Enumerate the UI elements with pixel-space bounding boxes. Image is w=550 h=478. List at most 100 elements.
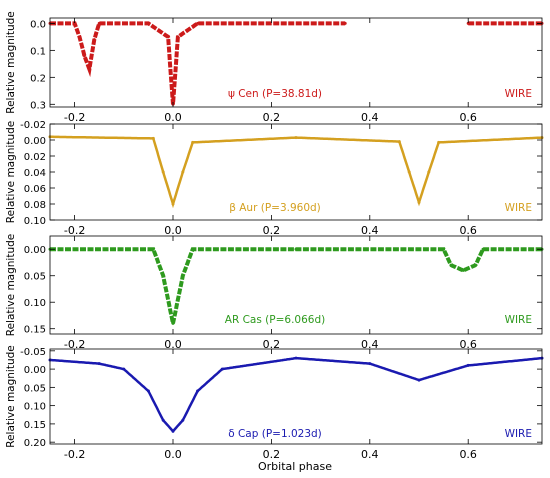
x-axis-label: Orbital phase xyxy=(258,460,332,473)
x-tick-label: 0.2 xyxy=(263,111,281,124)
y-tick-label: 0.05 xyxy=(24,383,46,394)
x-tick-label: 0.2 xyxy=(263,448,281,461)
data-point xyxy=(161,170,165,174)
data-point xyxy=(97,362,101,366)
data-point xyxy=(181,418,185,422)
data-point xyxy=(220,367,224,371)
data-point xyxy=(196,21,200,25)
data-point xyxy=(146,21,150,25)
y-tick-label: -0.02 xyxy=(20,120,46,131)
y-tick-label: 0.06 xyxy=(24,184,46,195)
instrument-label: WIRE xyxy=(505,314,532,326)
x-tick-label: 0.2 xyxy=(263,338,281,351)
x-tick-label: 0.4 xyxy=(361,338,379,351)
y-tick-label: 0.2 xyxy=(30,73,46,84)
data-point xyxy=(417,200,421,204)
y-tick-label: 0.02 xyxy=(24,152,46,163)
data-point xyxy=(417,378,421,382)
data-point xyxy=(474,263,478,267)
star-label: ψ Cen (P=38.81d) xyxy=(228,88,322,100)
y-axis-label: Relative magnitude xyxy=(5,345,17,447)
data-point xyxy=(461,268,465,272)
y-tick-label: 0.00 xyxy=(24,245,46,256)
data-point xyxy=(97,21,101,25)
y-tick-label: 0.10 xyxy=(24,402,46,413)
data-point xyxy=(427,170,431,174)
x-tick-label: 0.0 xyxy=(164,111,182,124)
data-point xyxy=(92,38,96,42)
data-point xyxy=(294,247,298,251)
x-tick-label: 0.0 xyxy=(164,448,182,461)
instrument-label: WIRE xyxy=(505,88,532,100)
y-axis-label: Relative magnitude xyxy=(5,11,17,113)
data-point xyxy=(161,274,165,278)
data-point xyxy=(122,367,126,371)
data-point xyxy=(151,136,155,140)
star-label: δ Cap (P=1.023d) xyxy=(228,428,322,440)
y-tick-label: 0.0 xyxy=(30,19,46,30)
data-point xyxy=(82,54,86,58)
x-tick-label: -0.2 xyxy=(64,448,85,461)
data-point xyxy=(397,140,401,144)
plot-frame xyxy=(49,17,543,108)
data-point xyxy=(343,21,347,25)
data-point xyxy=(151,247,155,251)
data-point xyxy=(466,21,470,25)
x-tick-label: 0.4 xyxy=(361,448,379,461)
data-point xyxy=(176,35,180,39)
x-tick-label: 0.0 xyxy=(164,224,182,237)
y-tick-label: 0.3 xyxy=(30,100,46,111)
light-curve-panel: -0.2 0.0 0.2 0.4 0.6 -0.02 0.00 0.02 0.04 0.06 0.0… xyxy=(5,120,544,237)
x-tick-label: 0.6 xyxy=(459,448,477,461)
data-point xyxy=(437,140,441,144)
data-point xyxy=(294,136,298,140)
data-point xyxy=(481,247,485,251)
x-tick-label: 0.4 xyxy=(361,111,379,124)
data-point xyxy=(78,35,81,39)
x-tick-label: 0.6 xyxy=(459,224,477,237)
y-tick-label: 0.08 xyxy=(24,200,46,211)
data-point xyxy=(181,170,185,174)
series-line xyxy=(50,21,542,105)
series-line xyxy=(50,135,542,209)
data-point xyxy=(166,35,170,39)
star-label: β Aur (P=3.960d) xyxy=(229,202,321,214)
x-tick-label: -0.2 xyxy=(64,111,85,124)
y-tick-label: -0.05 xyxy=(20,347,46,358)
data-point xyxy=(87,67,91,71)
data-point xyxy=(73,21,77,25)
x-tick-label: 0.4 xyxy=(361,224,379,237)
y-tick-label: 0.05 xyxy=(24,272,46,283)
data-point xyxy=(407,170,411,174)
data-point xyxy=(294,356,298,360)
data-point xyxy=(442,247,446,251)
y-tick-label: 0.15 xyxy=(24,420,46,431)
star-label: AR Cas (P=6.066d) xyxy=(225,314,325,326)
y-tick-label: 0.04 xyxy=(24,168,46,179)
y-tick-label: 0.00 xyxy=(24,365,46,376)
y-tick-label: 0.10 xyxy=(24,216,46,227)
y-tick-label: 0.20 xyxy=(24,438,46,449)
y-tick-label: 0.10 xyxy=(24,298,46,309)
y-tick-label: 0.00 xyxy=(24,136,46,147)
y-axis-label: Relative magnitude xyxy=(5,121,17,223)
x-tick-label: 0.6 xyxy=(459,338,477,351)
instrument-label: WIRE xyxy=(505,202,532,214)
light-curve-panel: -0.2 0.0 0.2 0.4 0.6 -0.05 0.00 0.05 0.10 0.15 0.2… xyxy=(5,345,544,461)
plot-frame xyxy=(49,235,543,335)
data-point xyxy=(161,418,165,422)
data-point xyxy=(171,202,175,206)
light-curve-panel: -0.2 0.0 0.2 0.4 0.6 0.00 0.05 0.10 0.15 Relative… xyxy=(5,234,544,351)
data-point xyxy=(191,140,195,144)
data-point xyxy=(171,429,175,433)
series-line xyxy=(50,247,542,324)
light-curve-panel: -0.2 0.0 0.2 0.4 0.6 0.0 0.1 0.2 0.3 Relative mag… xyxy=(5,11,544,124)
data-point xyxy=(196,389,200,393)
data-point xyxy=(449,263,453,267)
x-tick-label: 0.6 xyxy=(459,111,477,124)
data-point xyxy=(171,321,175,325)
data-point xyxy=(181,274,185,278)
instrument-label: WIRE xyxy=(505,428,532,440)
data-point xyxy=(466,363,470,367)
x-tick-label: 0.0 xyxy=(164,338,182,351)
